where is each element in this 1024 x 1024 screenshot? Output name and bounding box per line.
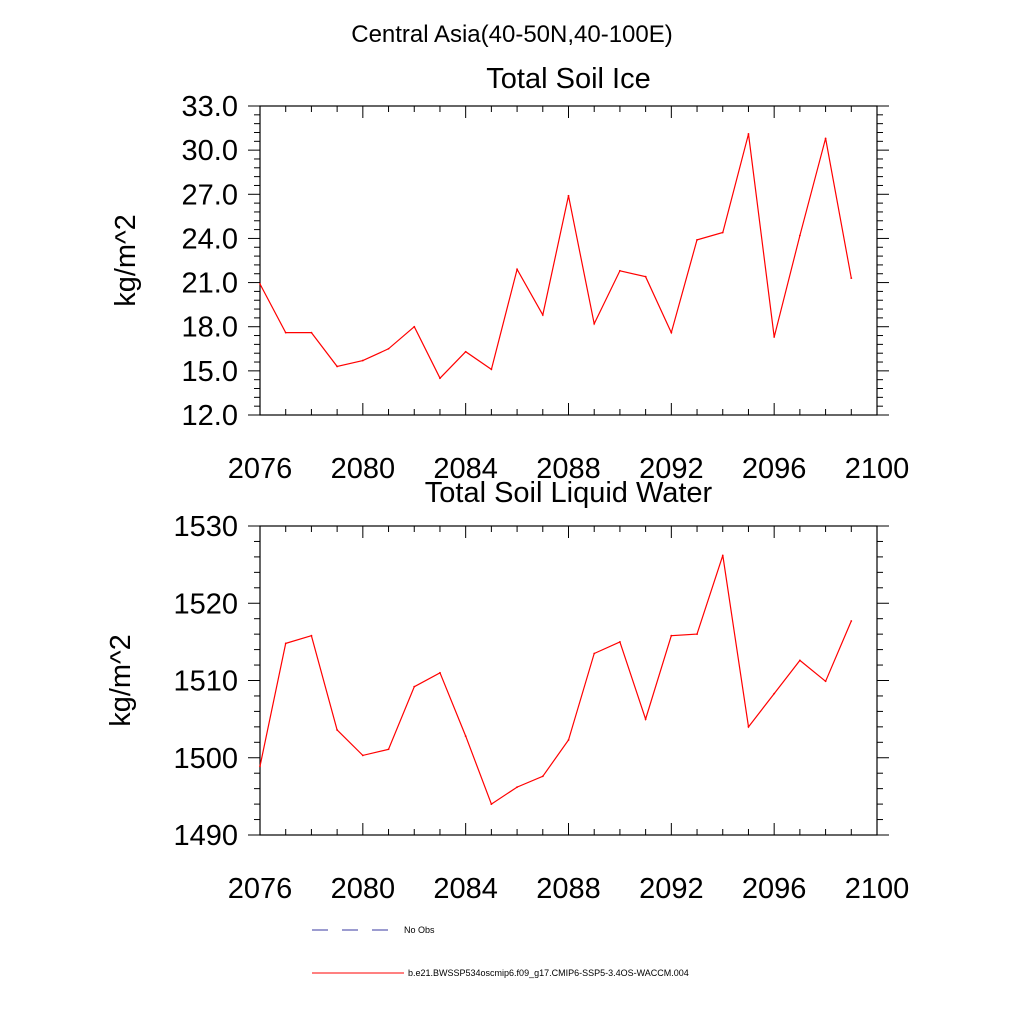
y-tick-label: 12.0 <box>182 400 238 432</box>
x-tick-label: 2076 <box>228 453 293 485</box>
y-axis-label: kg/m^2 <box>110 214 142 307</box>
chart-title: Total Soil Ice <box>486 63 650 95</box>
y-tick-label: 1510 <box>173 666 238 698</box>
data-point <box>619 640 621 643</box>
x-tick-label: 2088 <box>536 873 601 905</box>
data-point <box>593 322 596 325</box>
data-point <box>670 331 673 334</box>
data-point <box>387 748 390 751</box>
data-point <box>310 634 313 637</box>
x-tick-label: 2096 <box>742 873 807 905</box>
data-point <box>798 234 801 237</box>
data-point <box>516 268 518 271</box>
data-point <box>439 377 441 380</box>
data-point <box>413 325 416 328</box>
x-tick-label: 2096 <box>742 453 807 485</box>
x-tick-label: 2084 <box>433 873 498 905</box>
y-axis-label: kg/m^2 <box>105 634 137 727</box>
data-point <box>567 194 570 197</box>
y-tick-label: 1500 <box>173 743 238 775</box>
legend-label-no-obs: No Obs <box>404 925 435 935</box>
data-point <box>644 718 647 721</box>
x-tick-label: 2080 <box>331 453 396 485</box>
data-point <box>516 786 518 789</box>
data-point <box>284 642 287 645</box>
legend-label-model: b.e21.BWSSP534oscmip6.f09_g17.CMIP6-SSP5… <box>408 968 689 978</box>
data-point <box>490 803 493 805</box>
y-tick-label: 27.0 <box>182 179 238 211</box>
data-point <box>747 133 750 135</box>
data-point <box>336 729 339 731</box>
y-tick-label: 18.0 <box>182 312 238 344</box>
series-line-model <box>259 133 852 380</box>
data-point <box>773 336 776 338</box>
data-point <box>387 347 390 350</box>
y-tick-label: 1520 <box>173 588 238 620</box>
y-tick-label: 21.0 <box>182 268 238 300</box>
data-point <box>567 739 570 741</box>
data-point <box>413 685 416 688</box>
data-point <box>541 775 544 778</box>
data-point <box>747 725 750 728</box>
data-point <box>464 350 467 353</box>
x-tick-label: 2100 <box>845 453 910 485</box>
data-point <box>773 692 776 695</box>
data-point <box>798 659 801 662</box>
panel-total-soil-liquid-water: Total Soil Liquid Water kg/m^2 2076 2080 208… <box>105 477 909 905</box>
data-point <box>361 359 364 362</box>
data-point <box>439 671 441 674</box>
x-tick-label: 2092 <box>639 453 704 485</box>
data-point <box>284 331 287 334</box>
data-point <box>824 137 827 140</box>
data-point <box>259 283 261 285</box>
y-tick-label: 30.0 <box>182 135 238 167</box>
data-point <box>593 652 596 655</box>
data-point <box>361 754 364 757</box>
data-point <box>644 275 647 278</box>
x-tick-label: 2100 <box>845 873 910 905</box>
data-point <box>310 331 313 334</box>
data-point <box>850 277 853 280</box>
y-tick-label: 1530 <box>173 511 238 543</box>
panel-total-soil-ice: Total Soil Ice kg/m^2 2076 2080 2084 2088 2092… <box>110 63 909 485</box>
x-tick-label: 2080 <box>331 873 396 905</box>
data-point <box>721 231 724 234</box>
x-tick-label: 2084 <box>433 453 498 485</box>
data-point <box>850 620 853 622</box>
data-point <box>336 365 339 368</box>
y-tick-label: 15.0 <box>182 356 238 388</box>
data-point <box>696 633 698 636</box>
data-point <box>464 735 467 738</box>
y-tick-label: 1490 <box>173 820 238 852</box>
x-tick-label: 2088 <box>536 453 601 485</box>
data-point <box>824 680 827 683</box>
x-tick-label: 2076 <box>228 873 293 905</box>
data-point <box>619 269 621 272</box>
data-point <box>721 554 724 557</box>
data-point <box>541 314 544 316</box>
series-line-model <box>259 555 852 806</box>
data-point <box>696 239 698 241</box>
x-tick-label: 2092 <box>639 873 704 905</box>
data-point <box>670 634 673 637</box>
y-tick-label: 33.0 <box>182 91 238 123</box>
figure-suptitle: Central Asia(40-50N,40-100E) <box>351 21 673 48</box>
chart-title: Total Soil Liquid Water <box>425 477 713 509</box>
data-point <box>490 368 493 371</box>
legend: No Obs b.e21.BWSSP534oscmip6.f09_g17.CMI… <box>312 925 689 978</box>
y-tick-label: 24.0 <box>182 223 238 255</box>
data-point <box>259 765 261 768</box>
